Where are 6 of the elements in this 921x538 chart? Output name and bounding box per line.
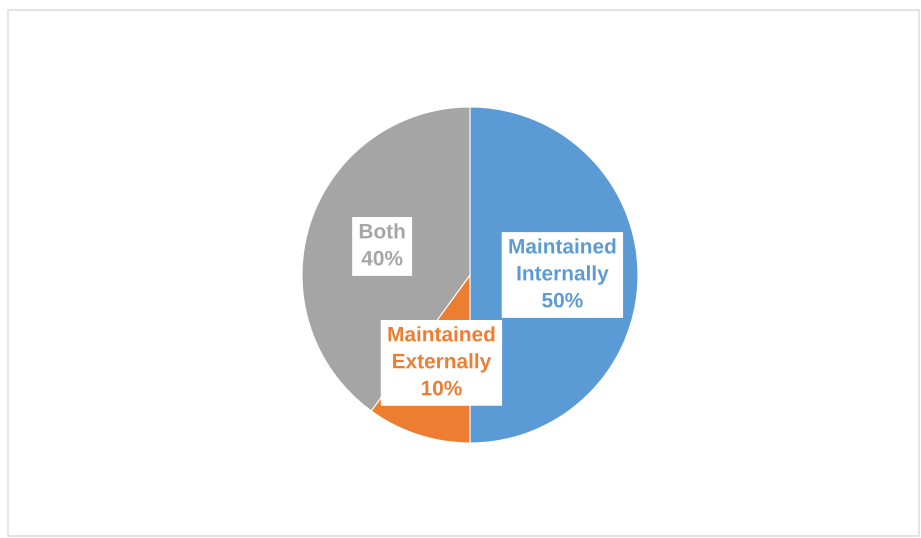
slice-label: Maintained Internally <box>509 238 616 285</box>
data-label: 50% <box>542 292 583 308</box>
data-label: 10% <box>422 380 462 396</box>
slice-label: Maintained Externally <box>388 326 494 373</box>
data-label: 40% <box>362 250 402 266</box>
slice-label: Both <box>360 223 405 239</box>
